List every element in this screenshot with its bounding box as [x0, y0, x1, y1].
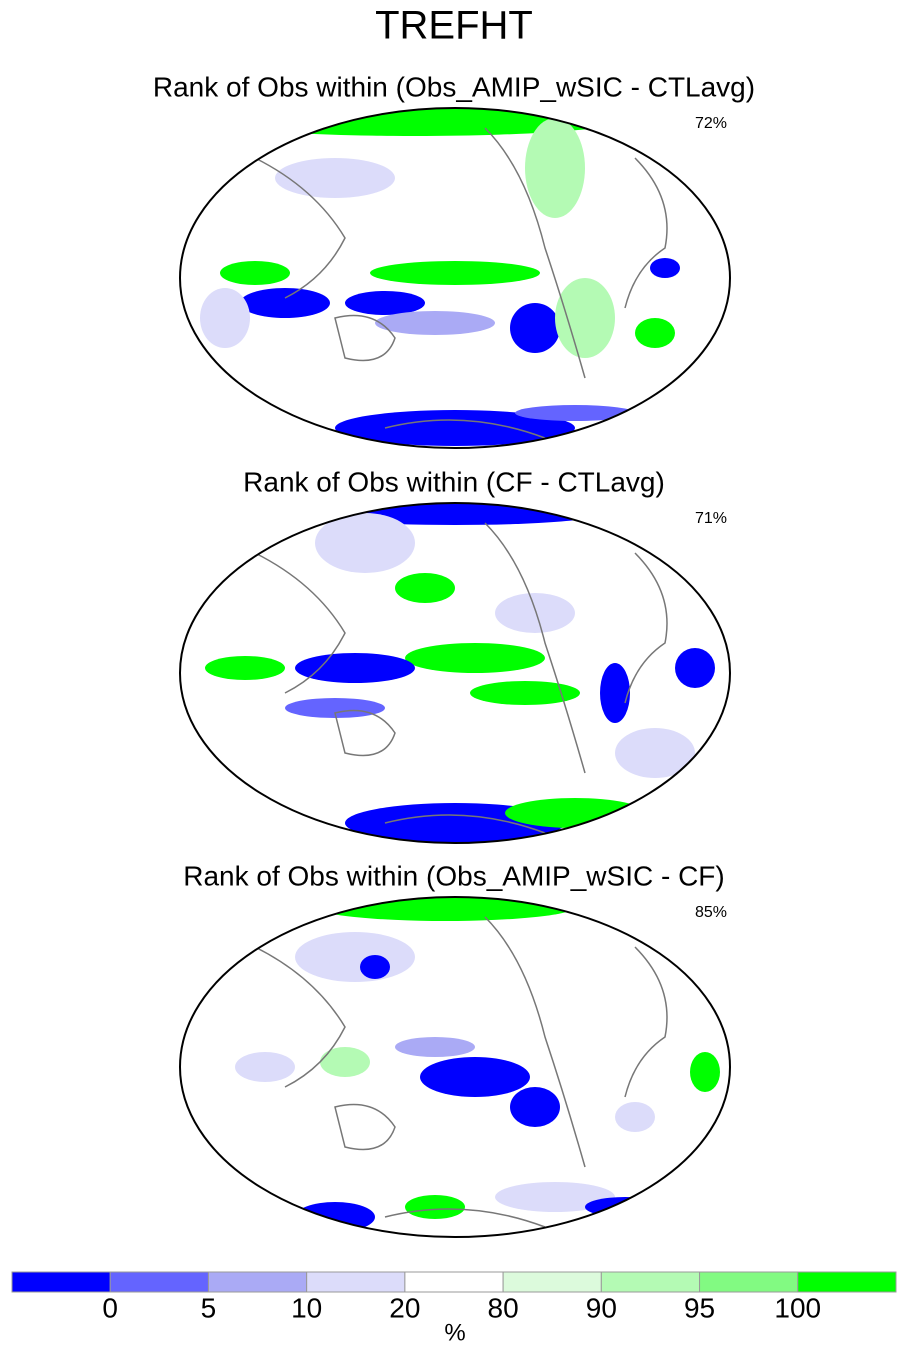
map-region [525, 118, 585, 218]
colorbar-label: 5 [201, 1292, 217, 1323]
colorbar-label: 0 [102, 1292, 118, 1323]
map-region [375, 311, 495, 335]
map-region [615, 728, 695, 778]
map-region [650, 258, 680, 278]
map-region [295, 932, 415, 982]
map-border [179, 502, 731, 844]
colorbar-box [699, 1271, 799, 1293]
map-background [180, 503, 730, 843]
colorbar-label: 80 [488, 1292, 519, 1323]
coastline [254, 916, 668, 1228]
colorbar-label: 20 [389, 1292, 420, 1323]
map-region [240, 288, 330, 318]
map-region [635, 318, 675, 348]
map-region [420, 1057, 530, 1097]
map-region [220, 261, 290, 285]
map-region [495, 593, 575, 633]
map-region [505, 798, 645, 828]
global-percent: 72% [695, 115, 727, 132]
panel-title: Rank of Obs within (CF - CTLavg) [243, 466, 665, 497]
colorbar-box [600, 1271, 701, 1293]
map-region [320, 1047, 370, 1077]
figure-title: TREFHT [375, 4, 533, 48]
map-region [395, 1037, 475, 1057]
global-percent: 71% [695, 510, 727, 527]
map-region [200, 288, 250, 348]
map-region [405, 643, 545, 673]
map-region [285, 698, 385, 718]
colorbar-label: 90 [586, 1292, 617, 1323]
colorbar-box [306, 1271, 406, 1293]
map-region [470, 681, 580, 705]
map-field [180, 503, 730, 843]
map-region [515, 405, 635, 421]
map-region [275, 158, 395, 198]
map-region [295, 653, 415, 683]
colorbar-box [404, 1271, 504, 1293]
map-region [205, 656, 285, 680]
map-region [370, 261, 540, 285]
map-field [180, 108, 730, 448]
map-region [615, 1102, 655, 1132]
map-field [180, 897, 730, 1237]
global-percent: 85% [695, 904, 727, 921]
colorbar-box [502, 1271, 602, 1293]
colorbar-unit: % [444, 1319, 465, 1346]
colorbar-box [797, 1271, 897, 1293]
panel-title: Rank of Obs within (Obs_AMIP_wSIC - CTLa… [153, 71, 755, 102]
colorbar-label: 100 [774, 1292, 821, 1323]
map-region [405, 1195, 465, 1219]
map-region [675, 648, 715, 688]
coastline [254, 522, 668, 834]
map-region [510, 303, 560, 353]
map-region [315, 513, 415, 573]
map-region [690, 1052, 720, 1092]
map-region [335, 410, 575, 446]
colorbar-box [207, 1271, 308, 1293]
colorbar-box [11, 1271, 111, 1293]
map-region [345, 291, 425, 315]
map-region [360, 955, 390, 979]
map-region [555, 278, 615, 358]
coastline [254, 127, 668, 439]
colorbar-label: 95 [684, 1292, 715, 1323]
map-border [179, 896, 731, 1238]
map-region [495, 1182, 615, 1212]
map-region [600, 663, 630, 723]
colorbar-box [109, 1271, 209, 1293]
map-region [235, 1052, 295, 1082]
map-region [510, 1087, 560, 1127]
panel-title: Rank of Obs within (Obs_AMIP_wSIC - CF) [183, 860, 724, 891]
map-border [179, 107, 731, 449]
map-region [395, 573, 455, 603]
colorbar-label: 10 [291, 1292, 322, 1323]
